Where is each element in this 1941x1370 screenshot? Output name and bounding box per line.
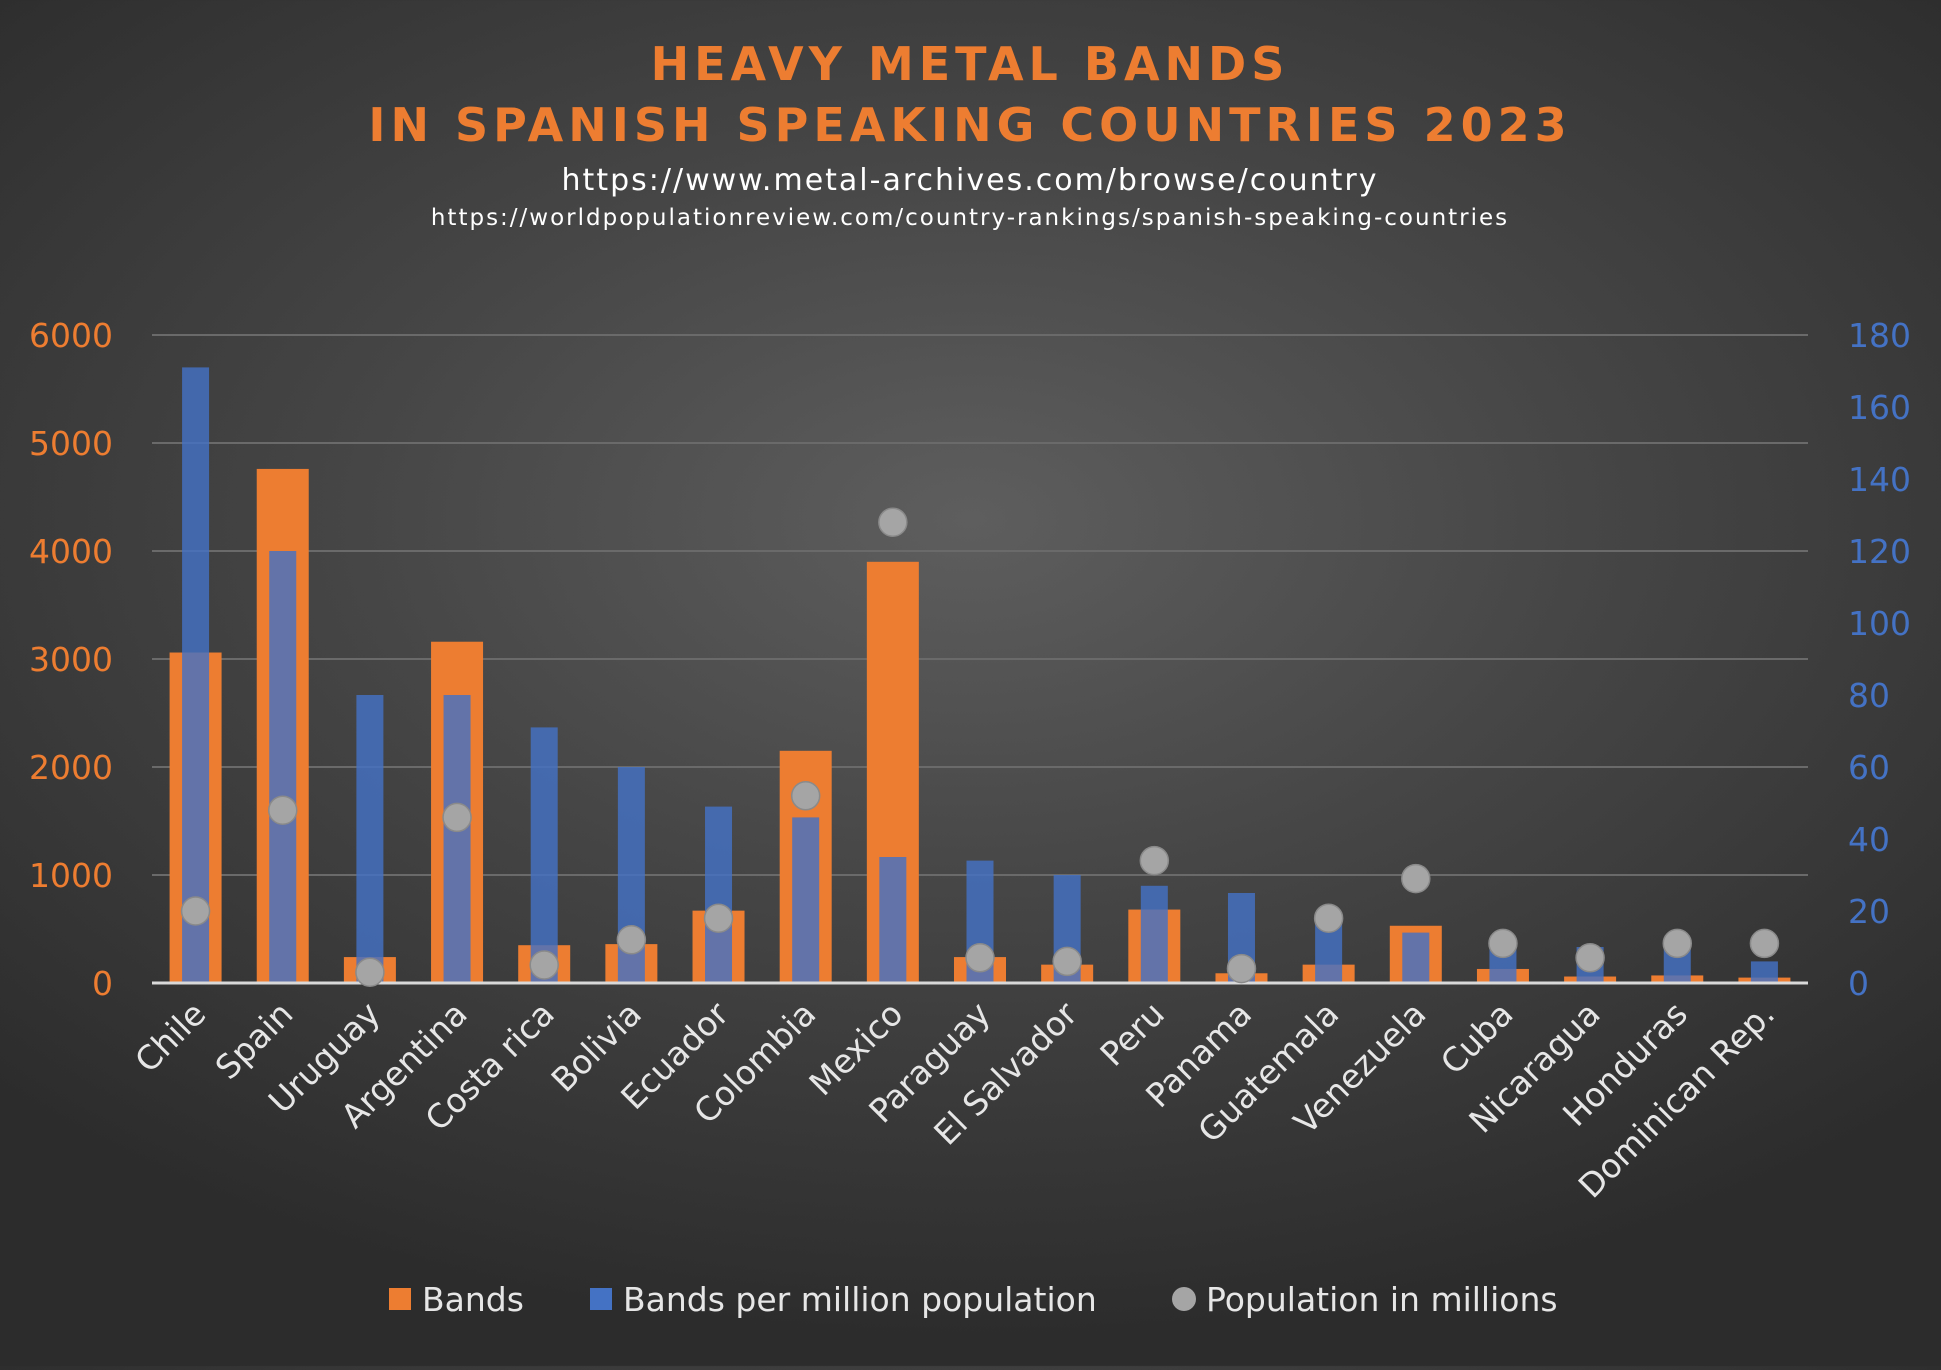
bands-per-million-bars bbox=[182, 367, 1778, 983]
category-label: Peru bbox=[1092, 994, 1172, 1074]
bar-bands-per-million bbox=[1750, 961, 1778, 983]
right-tick-label: 160 bbox=[1848, 388, 1911, 427]
right-tick-label: 100 bbox=[1848, 604, 1911, 643]
left-tick-label: 4000 bbox=[29, 532, 113, 571]
chart-title-group: HEAVY METAL BANDS IN SPANISH SPEAKING CO… bbox=[368, 37, 1571, 231]
point-population bbox=[1401, 863, 1431, 894]
right-tick-label: 40 bbox=[1848, 820, 1890, 859]
chart-subtitle-source-1: https://www.metal-archives.com/browse/co… bbox=[562, 163, 1379, 198]
right-tick-label: 0 bbox=[1848, 964, 1869, 1003]
chart-title-line-2: IN SPANISH SPEAKING COUNTRIES 2023 bbox=[368, 98, 1571, 152]
legend-swatch-bands bbox=[389, 1288, 411, 1310]
bar-bands-per-million bbox=[356, 695, 384, 983]
population-points bbox=[180, 507, 1780, 987]
bar-bands-per-million bbox=[530, 727, 558, 983]
point-population bbox=[1575, 943, 1605, 973]
chart-title-line-1: HEAVY METAL BANDS bbox=[651, 37, 1290, 91]
bar-bands-per-million bbox=[443, 695, 471, 983]
point-population bbox=[355, 957, 385, 987]
right-tick-label: 80 bbox=[1848, 676, 1890, 715]
left-tick-label: 2000 bbox=[29, 748, 113, 787]
legend: Bands Bands per million population Popul… bbox=[389, 1280, 1558, 1319]
bar-bands-per-million bbox=[182, 367, 210, 983]
bar-bands-per-million bbox=[1140, 885, 1168, 983]
right-axis-ticks: 0 20 40 60 80 100 120 140 160 180 bbox=[1848, 316, 1911, 1003]
right-tick-label: 60 bbox=[1848, 748, 1890, 787]
bar-bands-per-million bbox=[792, 817, 820, 983]
gridlines bbox=[152, 334, 1808, 876]
legend-label-population: Population in millions bbox=[1206, 1280, 1558, 1319]
point-population bbox=[180, 896, 211, 926]
point-population bbox=[790, 781, 821, 811]
bar-bands-per-million bbox=[705, 806, 733, 983]
right-tick-label: 20 bbox=[1848, 892, 1890, 931]
right-tick-label: 180 bbox=[1848, 316, 1911, 355]
point-population bbox=[442, 802, 472, 833]
point-population bbox=[1052, 946, 1082, 977]
left-tick-label: 1000 bbox=[29, 856, 113, 895]
point-population bbox=[616, 925, 647, 955]
left-axis-ticks: 0 1000 2000 3000 4000 5000 6000 bbox=[29, 316, 113, 1003]
legend-label-bands-per-million: Bands per million population bbox=[623, 1280, 1097, 1319]
point-population bbox=[267, 795, 298, 825]
bar-bands-per-million bbox=[269, 551, 297, 983]
chart-subtitle-source-2: https://worldpopulationreview.com/countr… bbox=[431, 205, 1509, 231]
point-population bbox=[1313, 903, 1344, 933]
point-population bbox=[878, 507, 908, 537]
legend-label-bands: Bands bbox=[422, 1280, 524, 1319]
legend-marker-population bbox=[1172, 1287, 1196, 1311]
category-label: Chile bbox=[127, 994, 213, 1080]
left-tick-label: 6000 bbox=[29, 316, 113, 355]
left-tick-label: 0 bbox=[92, 964, 113, 1003]
point-population bbox=[1139, 845, 1170, 876]
point-population bbox=[529, 950, 559, 980]
point-population bbox=[1749, 928, 1780, 959]
left-tick-label: 5000 bbox=[29, 424, 113, 463]
point-population bbox=[703, 903, 734, 933]
point-population bbox=[965, 943, 995, 973]
left-tick-label: 3000 bbox=[29, 640, 113, 679]
right-tick-label: 140 bbox=[1848, 460, 1911, 499]
legend-swatch-bands-per-million bbox=[590, 1288, 612, 1310]
bar-bands-per-million bbox=[879, 857, 907, 983]
point-population bbox=[1226, 953, 1257, 984]
right-tick-label: 120 bbox=[1848, 532, 1911, 571]
point-population bbox=[1488, 928, 1518, 959]
bar-bands-per-million bbox=[1402, 932, 1430, 983]
point-population bbox=[1662, 928, 1693, 959]
